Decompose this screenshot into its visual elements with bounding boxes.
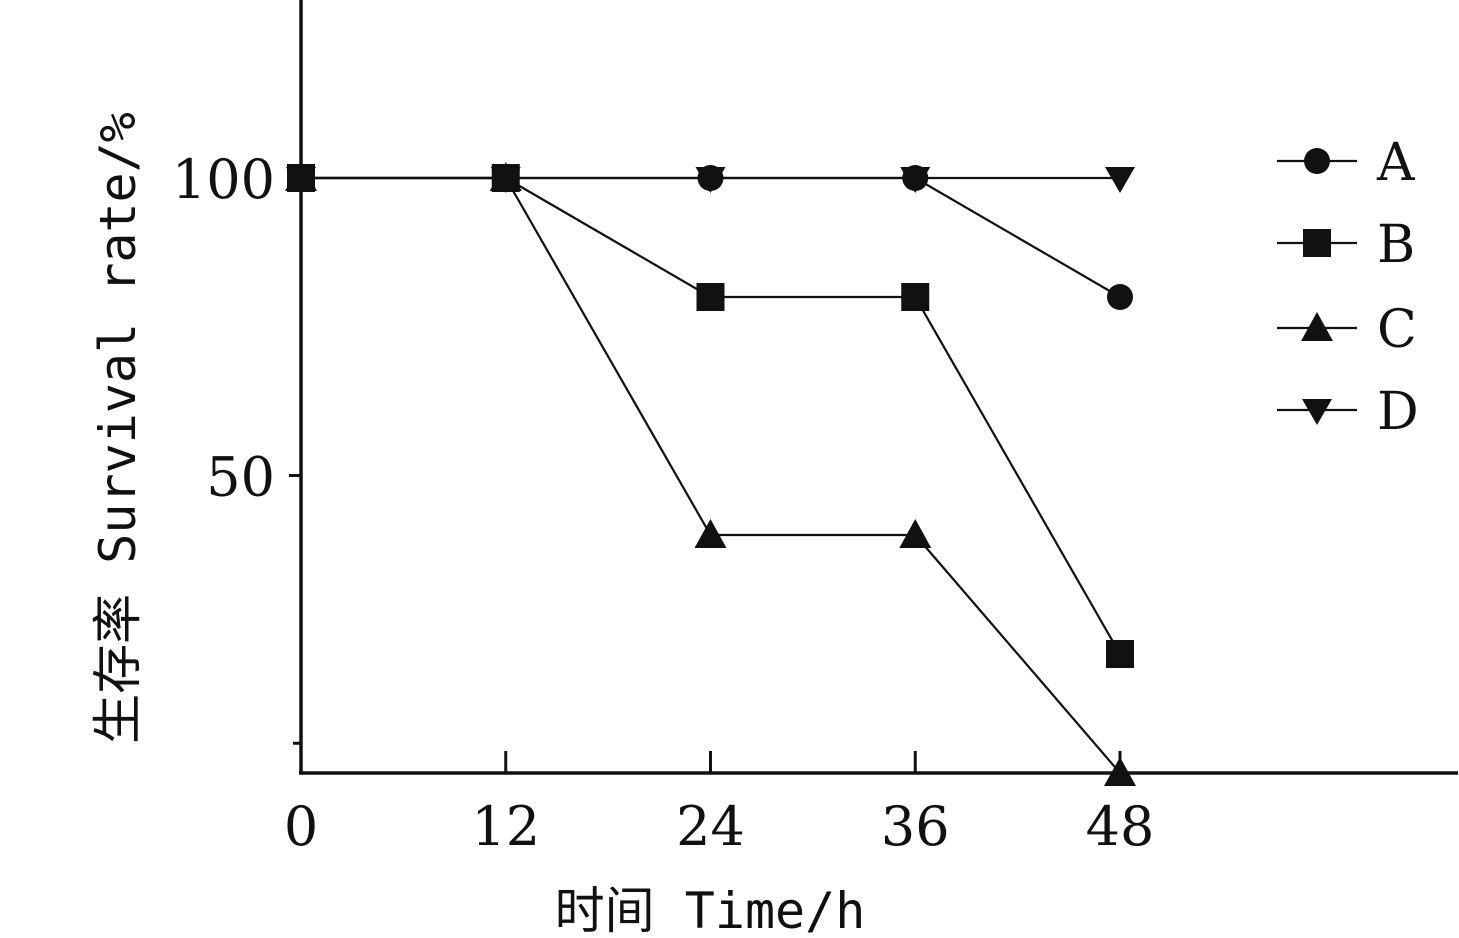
x-axis-title: 时间 Time/h	[555, 882, 866, 938]
x-tick-label: 24	[676, 795, 745, 858]
x-tick-label: 36	[881, 795, 950, 858]
y-axis-title: 生存率 Survival rate/%	[89, 112, 147, 744]
series-C-point	[694, 519, 727, 548]
y-tick-label: 50	[206, 446, 275, 509]
series-C-line	[301, 176, 1121, 774]
series-D	[286, 167, 1135, 193]
series-A-line	[301, 176, 1121, 298]
legend-item-B: B	[1277, 215, 1415, 275]
legend-item-D: D	[1277, 382, 1419, 442]
legend-marker	[1304, 148, 1330, 174]
series-layer	[285, 162, 1136, 786]
series-B-point	[901, 283, 930, 311]
legend-marker	[1303, 229, 1331, 257]
series-C-point	[1104, 757, 1136, 786]
legend-label: A	[1376, 133, 1416, 193]
legend-item-A: A	[1277, 133, 1416, 193]
series-D-point	[490, 167, 521, 193]
series-B-point	[1106, 640, 1134, 668]
x-tick-label: 12	[471, 795, 540, 858]
legend-item-C: C	[1277, 300, 1417, 360]
y-tick-label: 100	[172, 148, 275, 211]
legend-marker	[1302, 399, 1332, 425]
x-tick-label: 0	[284, 795, 318, 858]
series-D-point	[900, 167, 931, 193]
legend-label: D	[1377, 382, 1419, 442]
series-B	[287, 164, 1134, 668]
series-B-point	[696, 283, 725, 311]
series-D-point	[286, 167, 316, 193]
series-C-point	[899, 519, 932, 548]
series-C	[285, 162, 1136, 786]
series-A-point	[1107, 284, 1133, 310]
series-B-line	[301, 176, 1121, 655]
series-D-point	[1105, 167, 1135, 193]
x-tick-label: 48	[1086, 795, 1155, 858]
legend-label: B	[1377, 215, 1415, 275]
axes: 0 12 24 36 48 50 100	[172, 0, 1458, 858]
series-D-point	[695, 167, 726, 193]
legend-marker	[1301, 312, 1333, 341]
legend-label: C	[1377, 300, 1417, 360]
